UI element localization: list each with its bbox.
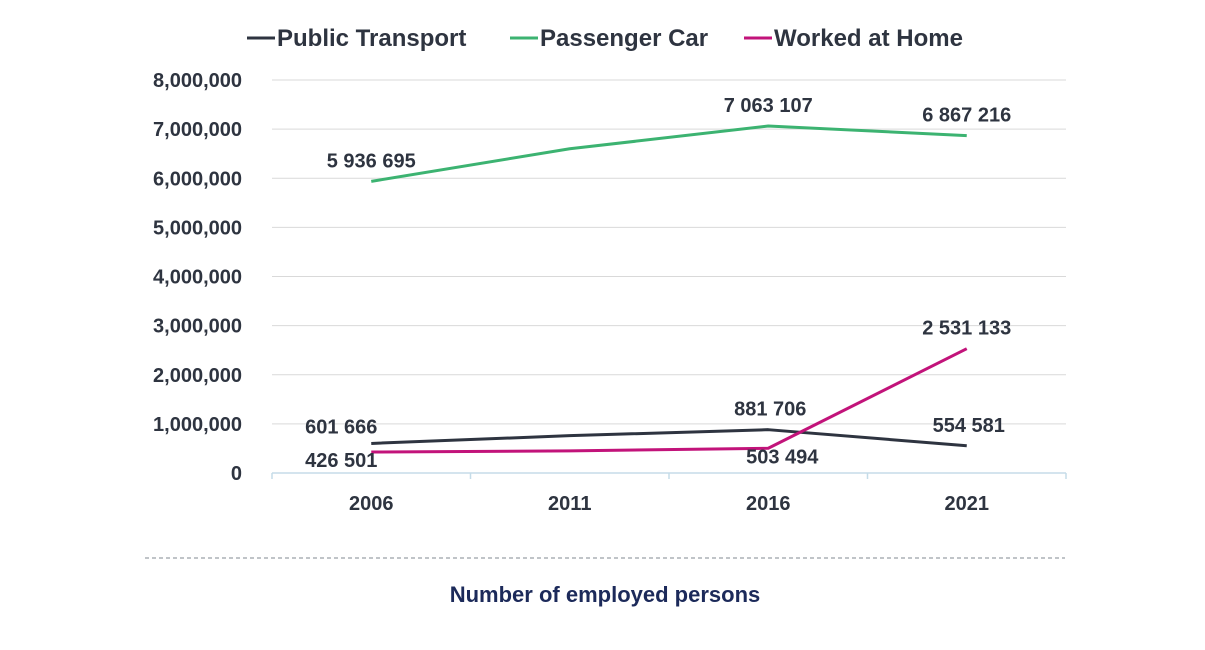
data-label: 881 706 <box>734 399 806 421</box>
legend-label: Public Transport <box>277 25 466 52</box>
y-tick-label: 8,000,000 <box>153 70 242 92</box>
x-tick-label: 2011 <box>548 493 591 515</box>
data-label: 6 867 216 <box>922 105 1011 127</box>
gridlines <box>272 79 1066 425</box>
y-tick-label: 1,000,000 <box>153 414 242 436</box>
y-axis: 0 1,000,000 2,000,000 3,000,000 4,000,000 5,0… <box>153 70 242 485</box>
data-label: 554 581 <box>933 415 1005 437</box>
data-label: 426 501 <box>305 450 377 472</box>
data-label: 5 936 695 <box>327 150 416 172</box>
y-tick-label: 0 <box>231 463 242 485</box>
legend: Public Transport Passenger Car Worked at H… <box>247 25 963 52</box>
series-line-passenger-car <box>371 124 967 183</box>
y-tick-label: 3,000,000 <box>153 316 242 338</box>
data-label: 503 494 <box>746 446 819 468</box>
series-line-worked-at-home <box>371 347 968 454</box>
y-tick-label: 6,000,000 <box>153 168 242 190</box>
series-lines <box>371 124 968 454</box>
x-tick-label: 2006 <box>349 493 394 515</box>
y-tick-label: 2,000,000 <box>153 365 242 387</box>
legend-label: Worked at Home <box>774 25 963 52</box>
data-labels: 601 666 881 706 554 581 5 936 695 7 063 107 6… <box>305 95 1011 472</box>
legend-label: Passenger Car <box>540 25 708 52</box>
data-label: 601 666 <box>305 416 377 438</box>
x-tick-label: 2016 <box>746 493 791 515</box>
data-label: 2 531 133 <box>922 318 1011 340</box>
y-tick-label: 4,000,000 <box>153 267 242 289</box>
series-line-public-transport <box>371 428 967 448</box>
x-axis: 2006 2011 2016 2021 <box>271 472 1067 515</box>
y-tick-label: 5,000,000 <box>153 217 242 239</box>
y-tick-label: 7,000,000 <box>153 119 242 141</box>
data-label: 7 063 107 <box>724 95 813 117</box>
chart-caption: Number of employed persons <box>450 582 761 607</box>
x-tick-label: 2021 <box>945 493 990 515</box>
